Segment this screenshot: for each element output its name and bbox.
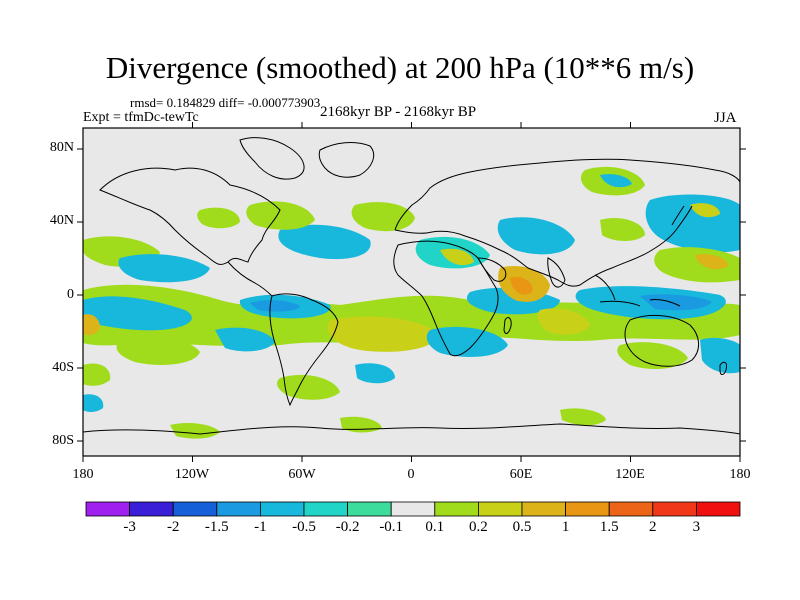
- contour-patch: [83, 394, 104, 412]
- lon-label-120w: 120W: [174, 467, 210, 482]
- lon-label-120e: 120E: [615, 467, 645, 482]
- contour-patch: [600, 217, 645, 242]
- colorbar-label: 0.1: [425, 519, 445, 535]
- colorbar: [85, 501, 741, 517]
- experiment-label: Expt = tfmDc-tewTc: [83, 110, 199, 125]
- colorbar-swatch: [652, 501, 697, 517]
- lon-label-60e: 60E: [509, 467, 533, 482]
- colorbar-label: 3: [692, 519, 701, 535]
- season-label: JJA: [714, 110, 737, 126]
- colorbar-label: -0.5: [292, 519, 316, 535]
- contour-patch: [510, 276, 533, 295]
- colorbar-label: -3: [123, 519, 136, 535]
- lon-ticks: [82, 122, 741, 462]
- contour-patch: [700, 337, 740, 374]
- contour-patch: [83, 296, 192, 331]
- contour-patch: [497, 217, 575, 255]
- colorbar-swatch: [565, 501, 610, 517]
- lat-label-40n: 40N: [49, 213, 74, 228]
- contour-patch: [246, 201, 315, 230]
- coastlines: [83, 137, 740, 435]
- contour-patch: [197, 207, 240, 229]
- lat-label-40s: 40S: [52, 360, 74, 375]
- colorbar-label: -1.5: [204, 519, 229, 535]
- contour-patch: [690, 203, 720, 218]
- contour-patch: [695, 254, 728, 270]
- contour-patch: [355, 363, 395, 384]
- colorbar-swatch: [216, 501, 261, 517]
- colorbar-swatch: [608, 501, 654, 517]
- colorbar-swatch: [129, 501, 174, 517]
- stats-text: rmsd= 0.184829 diff= -0.000773903: [130, 95, 321, 110]
- contour-patch: [277, 374, 340, 400]
- contour-patch: [640, 294, 712, 311]
- period-label: 2168kyr BP - 2168kyr BP: [320, 104, 477, 120]
- contour-patch: [118, 254, 210, 283]
- lon-label-0: 0: [407, 467, 415, 482]
- colorbar-swatch: [390, 501, 436, 517]
- lon-label-180e: 180: [729, 467, 751, 482]
- contour-patch: [83, 363, 111, 386]
- colorbar-swatch: [303, 501, 348, 517]
- colorbar-swatch: [434, 501, 479, 517]
- colorbar-swatch: [172, 501, 218, 517]
- colorbar-swatch: [477, 501, 523, 517]
- contour-patch: [654, 247, 740, 283]
- colorbar-label: -2: [166, 519, 180, 535]
- colorbar-label: -0.2: [335, 519, 360, 535]
- lat-ticks: [77, 148, 746, 442]
- colorbar-swatch: [347, 501, 392, 517]
- contour-patch: [440, 248, 474, 266]
- contour-patch: [351, 202, 415, 232]
- colorbar-swatch: [259, 501, 305, 517]
- contour-patch: [250, 300, 300, 312]
- colorbar-label: 0.2: [469, 519, 488, 535]
- colorbar-label: 1: [561, 519, 570, 535]
- lat-label-80s: 80S: [52, 433, 74, 448]
- lat-label-80n: 80N: [49, 140, 74, 155]
- colorbar-label: 0.5: [512, 519, 532, 535]
- lat-label-0: 0: [67, 287, 74, 302]
- divergence-field: [83, 137, 740, 439]
- contour-patch: [170, 422, 220, 439]
- lon-label-180w: 180: [72, 467, 94, 482]
- map-title: Divergence (smoothed) at 200 hPa (10**6 …: [105, 50, 695, 85]
- contour-patch: [215, 327, 275, 352]
- colorbar-label: 1.5: [599, 519, 619, 535]
- contour-patch: [537, 308, 590, 335]
- contour-patch: [560, 408, 606, 426]
- colorbar-swatch: [696, 501, 741, 517]
- contour-patch: [116, 336, 200, 365]
- colorbar-label: 2: [649, 519, 657, 535]
- contour-patch: [600, 174, 632, 188]
- colorbar-label: -0.1: [379, 519, 404, 535]
- lon-label-60w: 60W: [288, 467, 316, 482]
- contour-patch: [278, 224, 371, 260]
- colorbar-swatch: [521, 501, 566, 517]
- colorbar-swatch: [85, 501, 130, 517]
- colorbar-label: -1: [254, 519, 267, 535]
- contour-patch: [617, 342, 688, 370]
- contour-patch: [327, 316, 440, 352]
- contour-patch: [83, 314, 100, 336]
